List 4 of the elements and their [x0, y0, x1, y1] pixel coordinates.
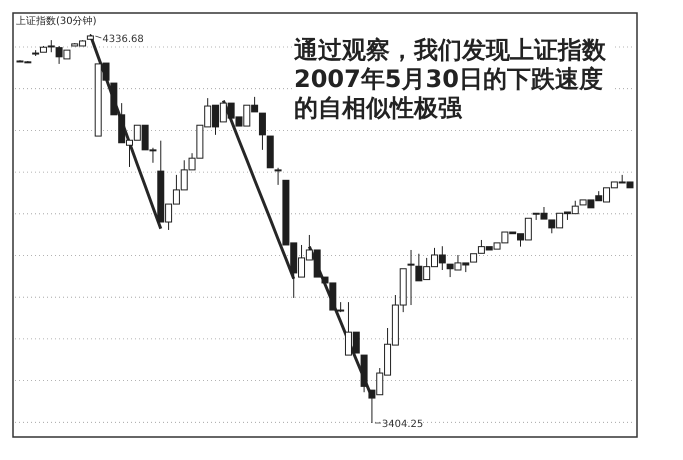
annotation: 4336.68 — [102, 34, 144, 45]
chart-title: 上证指数(30分钟) — [16, 15, 97, 27]
annotation: 通过观察，我们发现上证指数2007年5月30日的下跌速度的自相似性极强 — [294, 36, 612, 123]
annotation: 3404.25 — [382, 419, 424, 430]
